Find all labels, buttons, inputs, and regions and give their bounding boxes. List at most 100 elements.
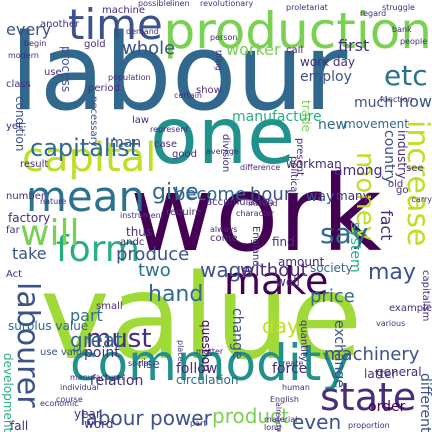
cloud-word: fall xyxy=(10,419,29,432)
cloud-word: point xyxy=(84,345,120,361)
cloud-word: hand xyxy=(148,282,204,307)
cloud-word: work day xyxy=(300,55,355,69)
cloud-word: person xyxy=(210,33,238,42)
cloud-word: law xyxy=(132,115,150,126)
cloud-word: force xyxy=(272,361,308,377)
cloud-word: possible xyxy=(138,0,171,8)
cloud-word: economic xyxy=(40,399,79,408)
cloud-word: thus xyxy=(126,225,153,239)
cloud-word: way xyxy=(306,189,335,205)
cloud-word: product xyxy=(212,404,289,428)
cloud-word: follow xyxy=(176,361,218,377)
cloud-word: much xyxy=(354,95,394,111)
cloud-word: will xyxy=(20,213,80,254)
cloud-word: say xyxy=(320,217,369,250)
cloud-word: workman xyxy=(286,157,342,171)
cloud-word: even xyxy=(292,410,342,432)
cloud-word: many xyxy=(336,189,370,203)
cloud-word: human xyxy=(282,383,310,392)
cloud-word: new xyxy=(318,117,347,133)
cloud-word: rise xyxy=(138,357,160,371)
cloud-word: quantity xyxy=(298,320,309,362)
cloud-word: good xyxy=(172,149,197,160)
cloud-word: price xyxy=(310,286,355,307)
cloud-word: various xyxy=(376,319,406,328)
cloud-word: form xyxy=(56,229,140,270)
cloud-word: whole xyxy=(122,38,176,59)
cloud-word: another xyxy=(40,19,80,30)
cloud-word: every xyxy=(6,20,52,39)
cloud-word: gold xyxy=(84,39,106,50)
cloud-word: manufacture xyxy=(232,109,322,125)
cloud-word: class xyxy=(6,79,31,90)
cloud-word: mean xyxy=(26,172,146,221)
cloud-word: function xyxy=(380,95,413,104)
cloud-word: result xyxy=(20,159,49,170)
cloud-word: find xyxy=(272,235,295,249)
cloud-word: population xyxy=(108,73,151,82)
cloud-word: value xyxy=(40,248,363,386)
cloud-word: yet xyxy=(6,121,22,132)
cloud-word: present xyxy=(294,138,305,177)
cloud-word: part xyxy=(190,419,207,428)
cloud-word: accumulation xyxy=(206,197,274,208)
cloud-word: take xyxy=(12,244,47,263)
cloud-word: labour power xyxy=(80,406,212,430)
cloud-word: proportion xyxy=(348,421,390,430)
cloud-word: etc xyxy=(384,59,428,92)
cloud-word: factory xyxy=(8,211,51,225)
cloud-word: machinery xyxy=(324,344,420,365)
cloud-word: hour xyxy=(250,184,292,205)
cloud-word: instrument xyxy=(120,211,164,220)
cloud-word: country xyxy=(381,130,397,184)
cloud-word: relation xyxy=(90,373,144,389)
cloud-word: man xyxy=(110,135,142,151)
cloud-word: latter xyxy=(364,367,397,381)
cloud-word: state xyxy=(320,375,417,419)
cloud-word: bank xyxy=(392,25,412,34)
cloud-word: people xyxy=(400,37,428,46)
cloud-word: now xyxy=(398,92,432,111)
cloud-word: demand xyxy=(126,27,159,36)
cloud-word: society xyxy=(310,261,353,275)
cloud-word: period xyxy=(88,83,120,94)
cloud-word: surplus value xyxy=(8,319,89,333)
cloud-word: circulation xyxy=(176,373,239,387)
cloud-word: day xyxy=(262,314,299,338)
cloud-word: make xyxy=(224,259,329,303)
cloud-word: material xyxy=(264,415,298,424)
cloud-word: use value xyxy=(40,347,89,358)
cloud-word: different xyxy=(417,372,432,432)
cloud-word: call xyxy=(286,45,304,56)
cloud-word: thing xyxy=(214,50,223,71)
cloud-word: part xyxy=(70,306,103,325)
cloud-word: individual xyxy=(60,383,99,392)
cloud-word: show xyxy=(196,85,222,96)
cloud-word: give xyxy=(152,180,199,205)
cloud-word: matter xyxy=(196,347,224,356)
cloud-word: must xyxy=(86,324,152,354)
cloud-word: modern xyxy=(8,51,39,60)
cloud-word: far xyxy=(6,225,20,236)
cloud-word: work xyxy=(130,153,382,275)
cloud-word: well xyxy=(276,275,300,289)
cloud-word: two xyxy=(138,260,171,281)
cloud-word: produce xyxy=(116,244,190,265)
cloud-word: certain xyxy=(174,91,202,100)
cloud-word: first xyxy=(338,36,370,55)
cloud-word: create xyxy=(278,359,304,368)
cloud-word: long xyxy=(264,423,282,432)
cloud-word: amount xyxy=(278,255,325,269)
cloud-word: struggle xyxy=(382,3,415,12)
cloud-word: character xyxy=(236,209,275,218)
cloud-word: English xyxy=(270,395,299,404)
cloud-word: exchange xyxy=(331,320,347,388)
cloud-word: instead xyxy=(248,199,278,208)
cloud-word: become xyxy=(174,184,247,205)
cloud-word: may xyxy=(368,260,416,285)
cloud-word: andc xyxy=(120,237,145,248)
cloud-word: great xyxy=(70,328,123,352)
cloud-word: capitalist xyxy=(30,134,140,162)
cloud-word: labour xyxy=(10,11,348,134)
